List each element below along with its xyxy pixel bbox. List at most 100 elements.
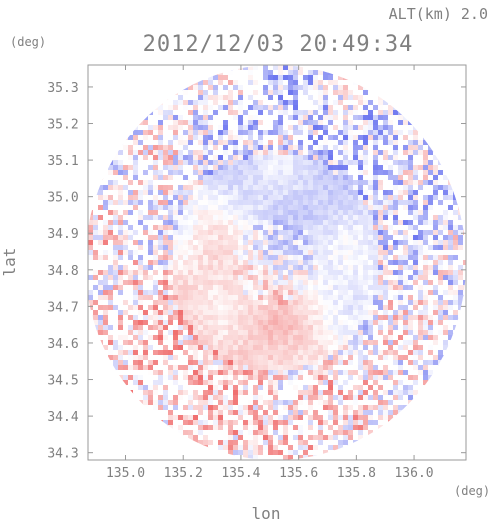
velocity-cell xyxy=(273,170,279,176)
velocity-cell xyxy=(288,405,294,411)
velocity-cell xyxy=(203,335,209,341)
velocity-cell xyxy=(253,305,259,311)
velocity-cell xyxy=(103,305,109,311)
velocity-cell xyxy=(258,380,264,386)
velocity-cell xyxy=(183,270,189,276)
velocity-cell xyxy=(233,440,239,446)
velocity-cell xyxy=(283,135,289,141)
velocity-cell xyxy=(148,395,154,401)
velocity-cell xyxy=(168,330,174,336)
velocity-cell xyxy=(373,150,379,156)
velocity-cell xyxy=(283,195,289,201)
velocity-cell xyxy=(338,410,344,416)
velocity-cell xyxy=(188,315,194,321)
velocity-cell xyxy=(353,240,359,246)
velocity-cell xyxy=(248,200,254,206)
velocity-cell xyxy=(113,360,119,366)
velocity-cell xyxy=(253,145,259,151)
velocity-cell xyxy=(413,190,419,196)
velocity-cell xyxy=(163,350,169,356)
velocity-cell xyxy=(383,275,389,281)
velocity-cell xyxy=(203,85,209,91)
velocity-cell xyxy=(383,185,389,191)
velocity-cell xyxy=(373,145,379,151)
velocity-cell xyxy=(298,100,304,106)
velocity-cell xyxy=(183,350,189,356)
velocity-cell xyxy=(148,180,154,186)
velocity-cell xyxy=(313,285,319,291)
velocity-cell xyxy=(208,300,214,306)
velocity-cell xyxy=(183,355,189,361)
velocity-cell xyxy=(273,405,279,411)
velocity-cell xyxy=(258,415,264,421)
velocity-cell xyxy=(93,230,99,236)
velocity-cell xyxy=(183,410,189,416)
velocity-cell xyxy=(278,370,284,376)
velocity-cell xyxy=(348,110,354,116)
velocity-cell xyxy=(418,350,424,356)
velocity-cell xyxy=(443,265,449,271)
velocity-cell xyxy=(133,385,139,391)
velocity-cell xyxy=(288,270,294,276)
velocity-cell xyxy=(293,355,299,361)
velocity-cell xyxy=(278,315,284,321)
velocity-cell xyxy=(348,180,354,186)
velocity-cell xyxy=(213,310,219,316)
velocity-cell xyxy=(353,290,359,296)
velocity-cell xyxy=(318,120,324,126)
velocity-cell xyxy=(273,415,279,421)
velocity-cell xyxy=(188,205,194,211)
velocity-cell xyxy=(343,295,349,301)
velocity-cell xyxy=(133,180,139,186)
velocity-cell xyxy=(423,345,429,351)
velocity-cell xyxy=(223,395,229,401)
velocity-cell xyxy=(288,235,294,241)
velocity-cell xyxy=(193,360,199,366)
velocity-cell xyxy=(248,115,254,121)
velocity-cell xyxy=(438,310,444,316)
velocity-cell xyxy=(198,265,204,271)
velocity-cell xyxy=(348,425,354,431)
velocity-cell xyxy=(93,285,99,291)
velocity-cell xyxy=(243,270,249,276)
velocity-cell xyxy=(298,200,304,206)
velocity-cell xyxy=(438,360,444,366)
velocity-cell xyxy=(268,280,274,286)
velocity-cell xyxy=(88,305,94,311)
velocity-cell xyxy=(413,395,419,401)
velocity-cell xyxy=(118,165,124,171)
velocity-cell xyxy=(283,120,289,126)
velocity-cell xyxy=(303,425,309,431)
velocity-cell xyxy=(323,300,329,306)
velocity-cell xyxy=(243,310,249,316)
velocity-cell xyxy=(198,425,204,431)
velocity-cell xyxy=(408,315,414,321)
velocity-cell xyxy=(448,190,454,196)
velocity-cell xyxy=(343,280,349,286)
velocity-cell xyxy=(248,425,254,431)
velocity-cell xyxy=(268,215,274,221)
velocity-cell xyxy=(278,455,284,460)
velocity-cell xyxy=(223,145,229,151)
velocity-cell xyxy=(418,300,424,306)
velocity-cell xyxy=(113,175,119,181)
velocity-cell xyxy=(253,315,259,321)
velocity-cell xyxy=(163,355,169,361)
velocity-cell xyxy=(168,175,174,181)
velocity-cell xyxy=(208,160,214,166)
velocity-cell xyxy=(288,430,294,436)
velocity-cell xyxy=(243,300,249,306)
velocity-cell xyxy=(158,310,164,316)
velocity-cell xyxy=(323,230,329,236)
velocity-cell xyxy=(243,200,249,206)
velocity-cell xyxy=(333,220,339,226)
y-axis-label: lat xyxy=(0,248,19,277)
velocity-cell xyxy=(408,125,414,131)
velocity-cell xyxy=(268,195,274,201)
velocity-cell xyxy=(208,125,214,131)
velocity-cell xyxy=(178,140,184,146)
velocity-cell xyxy=(143,305,149,311)
velocity-cell xyxy=(293,75,299,81)
velocity-cell xyxy=(178,320,184,326)
velocity-cell xyxy=(183,225,189,231)
